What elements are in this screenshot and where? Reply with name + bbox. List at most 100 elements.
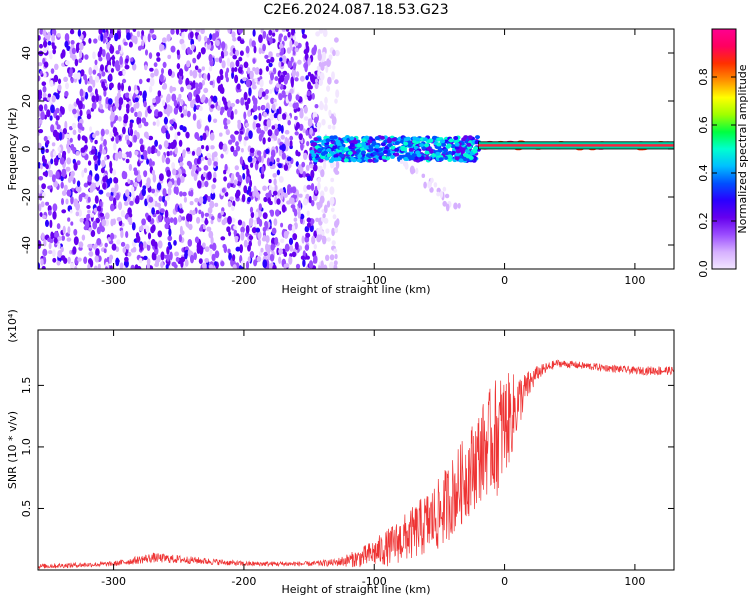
spectrogram-cell	[168, 228, 172, 237]
spectrogram-cell	[105, 192, 111, 198]
spectrogram-cell	[248, 218, 253, 227]
spectrogram-cell	[286, 200, 291, 205]
spectrogram-cell	[86, 213, 91, 219]
spectrogram-cell	[174, 132, 178, 141]
spectrogram-cell	[67, 226, 71, 234]
spectrogram-cell	[267, 129, 273, 137]
spectrogram-cell	[78, 194, 83, 202]
spectrogram-cell	[172, 144, 176, 149]
spectrogram-cell	[198, 82, 203, 90]
spectrogram-cell	[96, 226, 101, 235]
spectrogram-cell	[79, 50, 83, 59]
spectrogram-cell	[142, 241, 147, 249]
spectrogram-cell	[87, 160, 92, 166]
spectrogram-cell	[326, 148, 332, 153]
spectrogram-cell	[66, 237, 72, 242]
spectrogram-cell	[50, 68, 55, 74]
spectrogram-cell	[270, 97, 275, 105]
spectrogram-cell	[143, 170, 148, 178]
spectrogram-cell	[180, 86, 184, 93]
spectrogram-cell	[52, 249, 56, 257]
spectrogram-cell	[292, 36, 297, 41]
spectrogram-cell	[252, 29, 256, 37]
spectrogram-cell	[314, 185, 318, 194]
spectrogram-cell	[275, 29, 279, 33]
spectrogram-cell	[441, 142, 447, 147]
spectrogram-cell	[262, 235, 266, 241]
spectrogram-cell	[243, 91, 248, 101]
spectrogram-cell	[327, 124, 332, 130]
spectrogram-cell	[95, 217, 100, 224]
spectrogram-cell	[295, 122, 300, 129]
spectrogram-cell	[231, 67, 235, 73]
spectrogram-cell	[110, 187, 115, 193]
spectrogram-cell	[91, 95, 96, 103]
spectrogram-cell	[227, 248, 231, 254]
spectrogram-cell	[223, 50, 229, 57]
spectrogram-cell	[147, 232, 152, 240]
spectrogram-cell	[258, 203, 262, 211]
spectrogram-cell	[226, 119, 231, 125]
spectrogram-cell	[313, 116, 319, 124]
spectrogram-cell	[249, 206, 254, 213]
spectrogram-cell	[256, 150, 262, 156]
spectrogram-cell	[263, 111, 268, 118]
spectrogram-cell	[240, 148, 244, 153]
spectrogram-cell	[323, 264, 328, 269]
spectrogram-cell	[117, 150, 123, 160]
spectrogram-cell	[159, 208, 165, 214]
spectrogram-tone-line	[478, 144, 674, 147]
spectrogram-cell	[303, 152, 308, 160]
spectrogram-cell	[268, 29, 273, 36]
spectrogram-cell	[243, 61, 249, 69]
spectrogram-cell	[182, 191, 187, 197]
spectrogram-cell	[208, 54, 213, 62]
spectrogram-cell	[184, 251, 188, 260]
spectrogram-cell	[372, 151, 378, 156]
spectrogram-cell	[229, 196, 235, 201]
spectrogram-cell	[130, 107, 135, 113]
spectrogram-cell	[222, 244, 227, 249]
spectrogram-cell	[284, 129, 290, 135]
colorbar-tick-label: 0.0	[697, 260, 710, 278]
spectrogram-cell	[317, 69, 321, 77]
spectrogram-cell	[38, 109, 41, 117]
x-tick-label: -300	[101, 575, 126, 588]
spectrogram-cell	[43, 61, 49, 68]
spectrogram-cell	[247, 109, 252, 118]
spectrogram-cell	[391, 137, 397, 142]
spectrogram-cell	[286, 114, 291, 122]
spectrogram-cell	[72, 129, 77, 136]
spectrogram-cell	[152, 121, 156, 126]
spectrogram-cell	[287, 120, 292, 126]
x-tick-label: -200	[231, 575, 256, 588]
spectrogram-cell	[262, 137, 266, 145]
spectrogram-cell	[49, 115, 53, 121]
spectrogram-cell	[239, 244, 243, 254]
spectrogram-cell	[97, 263, 101, 269]
spectrogram-cell	[71, 47, 76, 55]
spectrogram-cell	[262, 43, 266, 52]
spectrogram-cell	[334, 170, 340, 175]
spectrogram-cell	[307, 81, 312, 90]
spectrogram-cell	[288, 102, 293, 107]
y-tick-label: 0	[20, 146, 33, 153]
spectrogram-cell	[41, 232, 45, 241]
spectrogram-cell	[254, 67, 260, 75]
spectrogram-cell	[38, 62, 43, 67]
spectrogram-cell	[275, 209, 280, 217]
spectrogram-cell	[117, 116, 122, 122]
spectrogram-cell	[198, 258, 203, 264]
spectrogram-cell	[231, 71, 235, 79]
spectrogram-cell	[221, 96, 225, 102]
spectrogram-cell	[267, 137, 271, 143]
spectrogram-cell	[251, 40, 256, 48]
spectrogram-cell	[248, 240, 252, 247]
spectrogram-cell	[56, 260, 61, 266]
spectrogram-cell	[187, 224, 192, 229]
spectrogram-cell	[50, 104, 55, 114]
spectrogram-cell	[183, 105, 187, 110]
spectrogram-cell	[274, 128, 279, 137]
spectrogram-cell	[167, 54, 172, 60]
spectrogram-cell	[173, 180, 178, 187]
